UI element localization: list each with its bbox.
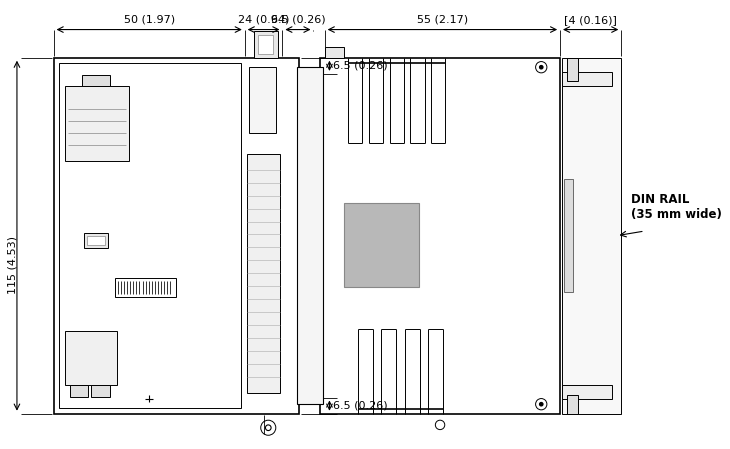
Circle shape xyxy=(261,304,265,308)
Bar xyxy=(296,67,323,404)
Text: 50 (1.97): 50 (1.97) xyxy=(123,15,174,25)
Text: DIN RAIL
(35 mm wide): DIN RAIL (35 mm wide) xyxy=(631,194,721,221)
Text: 6.5 (0.26): 6.5 (0.26) xyxy=(271,15,326,25)
Circle shape xyxy=(313,93,318,97)
Bar xyxy=(566,395,578,414)
Circle shape xyxy=(95,136,99,140)
Circle shape xyxy=(261,356,265,360)
Circle shape xyxy=(261,317,265,321)
Circle shape xyxy=(261,343,265,347)
Circle shape xyxy=(74,374,78,378)
Circle shape xyxy=(74,363,78,366)
Circle shape xyxy=(261,200,265,204)
Bar xyxy=(65,331,117,385)
Bar xyxy=(115,278,176,297)
Circle shape xyxy=(261,369,265,372)
Bar xyxy=(562,72,612,86)
Circle shape xyxy=(261,213,265,217)
Bar xyxy=(59,63,241,408)
Bar xyxy=(564,179,573,292)
Circle shape xyxy=(74,136,78,140)
Circle shape xyxy=(74,340,78,344)
Bar xyxy=(325,47,344,58)
Circle shape xyxy=(261,278,265,282)
Bar xyxy=(566,58,578,81)
Text: 55 (2.17): 55 (2.17) xyxy=(417,15,468,25)
Bar xyxy=(250,67,276,133)
Bar xyxy=(87,236,105,245)
Circle shape xyxy=(261,252,265,256)
Circle shape xyxy=(313,238,318,242)
Bar xyxy=(254,31,277,58)
Bar xyxy=(258,35,273,54)
Circle shape xyxy=(261,239,265,243)
Circle shape xyxy=(313,156,318,159)
Circle shape xyxy=(261,330,265,334)
Circle shape xyxy=(95,123,99,128)
Circle shape xyxy=(261,161,265,165)
Bar xyxy=(65,86,129,161)
Bar xyxy=(344,203,419,287)
Bar xyxy=(562,58,621,414)
Circle shape xyxy=(261,265,265,269)
Circle shape xyxy=(95,148,99,152)
Circle shape xyxy=(313,218,318,222)
Circle shape xyxy=(74,148,78,152)
Circle shape xyxy=(74,111,78,115)
Circle shape xyxy=(261,226,265,230)
Text: 24 (0.94): 24 (0.94) xyxy=(238,15,289,25)
Bar xyxy=(247,154,280,393)
Circle shape xyxy=(313,135,318,139)
Bar xyxy=(84,233,108,248)
Text: 6.5 (0.26): 6.5 (0.26) xyxy=(333,401,388,410)
Circle shape xyxy=(261,382,265,385)
Circle shape xyxy=(95,363,99,366)
Circle shape xyxy=(313,176,318,180)
Circle shape xyxy=(74,123,78,128)
Circle shape xyxy=(539,402,544,406)
Circle shape xyxy=(261,187,265,191)
Text: [4 (0.16)]: [4 (0.16)] xyxy=(564,15,617,25)
Circle shape xyxy=(74,352,78,355)
Bar xyxy=(53,58,299,414)
Bar xyxy=(562,385,612,400)
Bar xyxy=(320,58,560,414)
Circle shape xyxy=(95,352,99,355)
Bar xyxy=(82,75,110,86)
Circle shape xyxy=(95,99,99,103)
Circle shape xyxy=(261,291,265,295)
Bar xyxy=(69,385,88,396)
Text: 6.5 (0.26): 6.5 (0.26) xyxy=(333,61,388,71)
Circle shape xyxy=(95,111,99,115)
Circle shape xyxy=(95,340,99,344)
Circle shape xyxy=(95,374,99,378)
Circle shape xyxy=(539,65,544,70)
Circle shape xyxy=(74,99,78,103)
Circle shape xyxy=(313,114,318,118)
Text: 115 (4.53): 115 (4.53) xyxy=(7,236,18,294)
Circle shape xyxy=(313,197,318,201)
Circle shape xyxy=(261,174,265,178)
Bar xyxy=(91,385,110,396)
